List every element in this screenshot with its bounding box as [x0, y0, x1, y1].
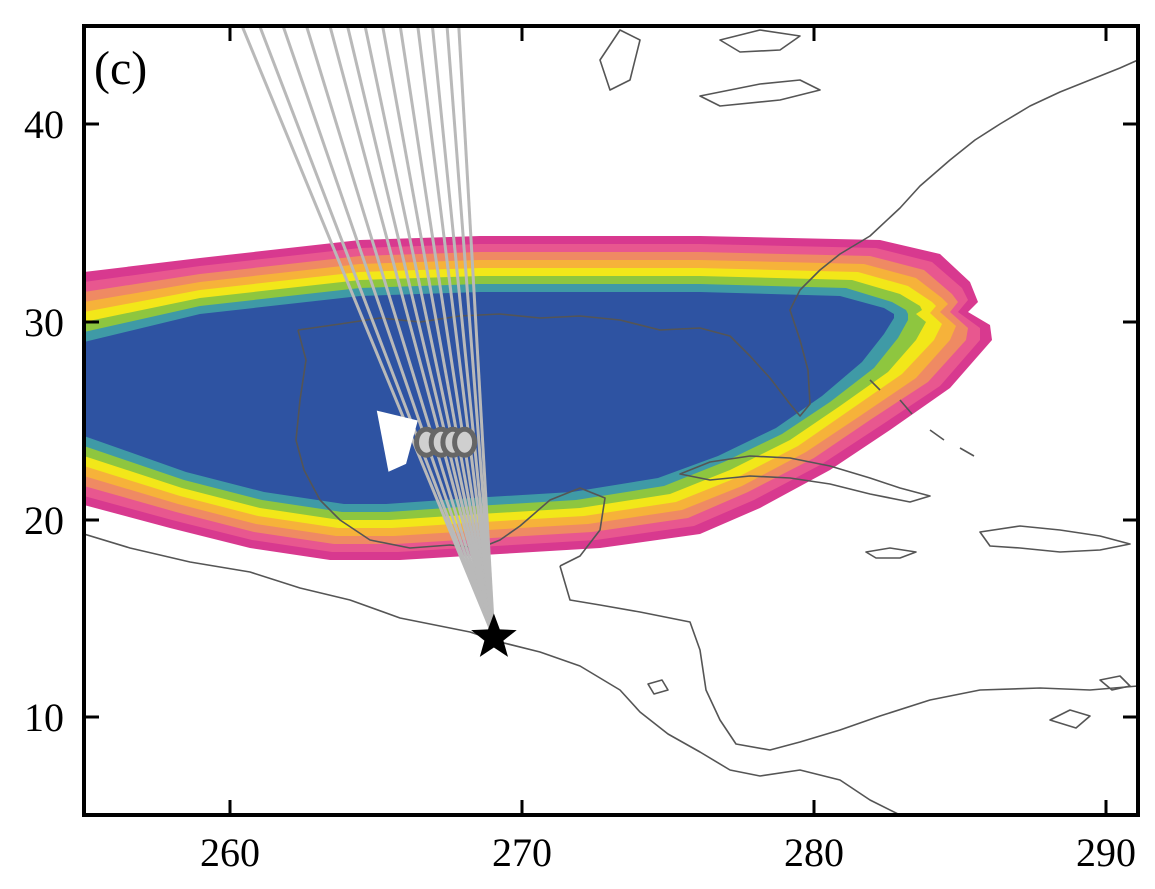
ray-path — [346, 26, 496, 638]
panel-label: (c) — [94, 42, 147, 95]
coast-us-gulf — [297, 313, 811, 417]
ray-path — [281, 26, 496, 638]
ray-path — [258, 26, 496, 639]
ray-path — [430, 26, 496, 638]
band-inner-blue — [84, 292, 894, 504]
x-tick-label: 280 — [784, 830, 844, 875]
ray-path — [457, 26, 496, 638]
x-tick-label: 270 — [492, 830, 552, 875]
ray-path — [416, 26, 496, 638]
coast-panama-islands — [1049, 675, 1131, 729]
ray-path — [363, 26, 496, 638]
station-marker — [452, 426, 478, 458]
ray-path — [445, 26, 496, 638]
ray-path — [240, 26, 496, 639]
y-axis: 40 30 20 10 — [24, 102, 1138, 740]
coast-central-lake — [647, 679, 669, 695]
x-tick-label: 260 — [200, 830, 260, 875]
coast-jamaica — [865, 547, 917, 559]
ray-paths — [240, 26, 496, 639]
y-tick-label: 20 — [24, 498, 64, 543]
coast-caribbean — [559, 565, 1138, 751]
coastline-layer — [84, 29, 1138, 815]
ray-path — [398, 26, 496, 638]
ray-path — [381, 26, 496, 638]
ray-path — [305, 26, 496, 638]
ray-path — [328, 26, 496, 638]
star-icon — [471, 613, 517, 657]
coast-great-lakes — [599, 29, 821, 107]
x-tick-label: 290 — [1076, 830, 1136, 875]
target-box — [376, 410, 418, 472]
coast-us-east — [789, 59, 1138, 341]
map-frame — [82, 24, 1140, 817]
y-tick-label: 40 — [24, 102, 64, 147]
coast-cuba — [679, 455, 931, 503]
y-tick-label: 10 — [24, 695, 64, 740]
marker-layer — [376, 410, 517, 657]
coast-gulf-mexico — [295, 329, 606, 567]
coast-pacific — [84, 533, 901, 815]
x-axis: 260 270 280 290 — [200, 26, 1136, 875]
coast-bahamas — [869, 379, 975, 457]
coast-hispaniola — [979, 525, 1131, 553]
y-tick-label: 30 — [24, 300, 64, 345]
